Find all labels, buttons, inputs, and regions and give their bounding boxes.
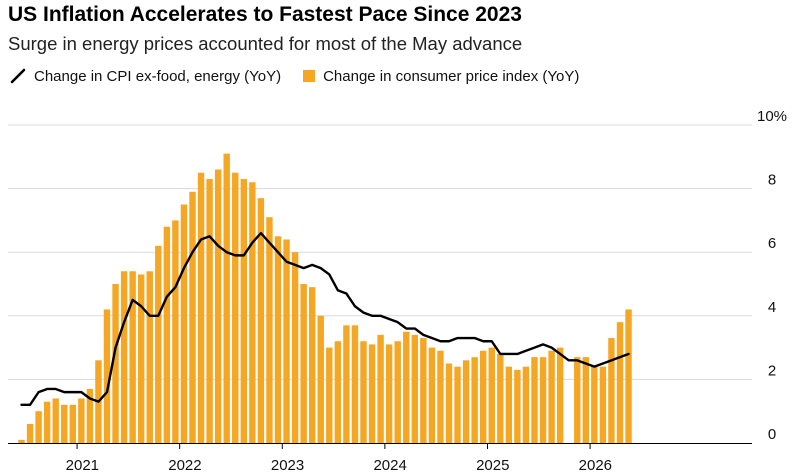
x-tick-label: 2022 [168, 457, 201, 474]
cpi-bar [180, 204, 188, 443]
cpi-bar [120, 271, 128, 443]
cpi-bar [488, 347, 495, 443]
line-swatch-icon [10, 68, 26, 84]
cpi-bar [223, 153, 230, 443]
cpi-bar [326, 347, 333, 443]
y-tick-label: 10% [757, 108, 787, 125]
cpi-bar [608, 338, 615, 443]
cpi-bar [582, 357, 589, 443]
cpi-bar [368, 344, 376, 443]
cpi-bar [334, 341, 342, 443]
x-tick-label: 2023 [271, 457, 304, 474]
cpi-bar [43, 401, 51, 443]
cpi-bar [428, 347, 436, 443]
chart-subtitle: Surge in energy prices accounted for mos… [8, 33, 523, 54]
y-tick-label: 8 [768, 172, 776, 189]
cpi-bar [556, 347, 564, 443]
cpi-bar [61, 404, 68, 443]
y-tick-label: 6 [768, 235, 776, 252]
legend: Change in CPI ex-food, energy (YoY) Chan… [10, 66, 601, 86]
cpi-bar [360, 341, 367, 443]
x-tick-label: 2025 [476, 457, 509, 474]
cpi-bar [26, 423, 34, 443]
cpi-bar [497, 353, 504, 443]
cpi-bar [591, 366, 598, 443]
cpi-bar [394, 341, 401, 443]
cpi-bar [266, 217, 273, 443]
cpi-bar [146, 271, 153, 443]
core-cpi-line [20, 231, 630, 407]
cpi-bar [385, 344, 393, 443]
cpi-bar [505, 366, 513, 443]
cpi-bar [163, 226, 171, 443]
legend-line-label: Change in CPI ex-food, energy (YoY) [34, 67, 282, 85]
cpi-bar [274, 236, 282, 443]
y-tick-label: 4 [768, 299, 776, 316]
cpi-bar [138, 274, 145, 443]
cpi-bar [52, 398, 59, 443]
cpi-bar [300, 284, 307, 443]
cpi-bar [283, 239, 290, 443]
cpi-bar [462, 360, 470, 443]
cpi-bar [343, 325, 350, 443]
cpi-bar [514, 369, 521, 443]
cpi-bar [625, 309, 632, 443]
cpi-bar [257, 198, 265, 443]
cpi-bar [539, 357, 547, 443]
cpi-bar [206, 179, 213, 443]
cpi-bar [420, 338, 427, 443]
cpi-bar [189, 191, 196, 443]
chart-title: US Inflation Accelerates to Fastest Pace… [8, 3, 522, 26]
cpi-bar [240, 179, 247, 443]
cpi-bar [317, 315, 324, 443]
y-tick-label: 0 [768, 426, 776, 443]
cpi-bar [574, 357, 581, 443]
cpi-bar [249, 182, 256, 444]
cpi-bar [437, 350, 444, 443]
bar-swatch-icon [303, 70, 316, 82]
y-tick-label: 2 [768, 362, 776, 379]
cpi-bar [86, 388, 94, 443]
cpi-bar [454, 366, 461, 443]
cpi-bar [403, 331, 410, 443]
cpi-bar [471, 357, 478, 443]
cpi-bar [197, 172, 205, 443]
cpi-bar [35, 411, 42, 443]
cpi-bar [69, 404, 76, 443]
cpi-bar [129, 271, 136, 443]
cpi-bar [112, 284, 119, 443]
cpi-bar [291, 252, 299, 443]
legend-bar-label: Change in consumer price index (YoY) [323, 67, 580, 85]
legend-item-line: Change in CPI ex-food, energy (YoY) [10, 68, 281, 85]
cpi-bar [155, 245, 162, 443]
cpi-bar [599, 366, 607, 443]
cpi-bar [214, 169, 222, 443]
x-tick-label: 2026 [579, 457, 612, 474]
cpi-bar [522, 366, 530, 443]
cpi-bar [351, 325, 359, 443]
cpi-bar [548, 350, 555, 443]
cpi-bar [78, 398, 85, 443]
cpi-bar [103, 309, 111, 443]
cpi-bar [445, 363, 453, 443]
cpi-bar [18, 439, 25, 443]
cpi-bar [377, 334, 384, 443]
cpi-bar [616, 322, 624, 443]
cpi-bar [232, 172, 239, 443]
x-tick-label: 2021 [66, 457, 99, 474]
cpi-bar [309, 287, 316, 443]
x-tick-label: 2024 [373, 457, 406, 474]
cpi-bar [172, 220, 179, 443]
cpi-bar [480, 350, 487, 443]
cpi-bar [531, 357, 538, 443]
cpi-bar [411, 334, 418, 443]
legend-item-bar: Change in consumer price index (YoY) [303, 68, 579, 85]
